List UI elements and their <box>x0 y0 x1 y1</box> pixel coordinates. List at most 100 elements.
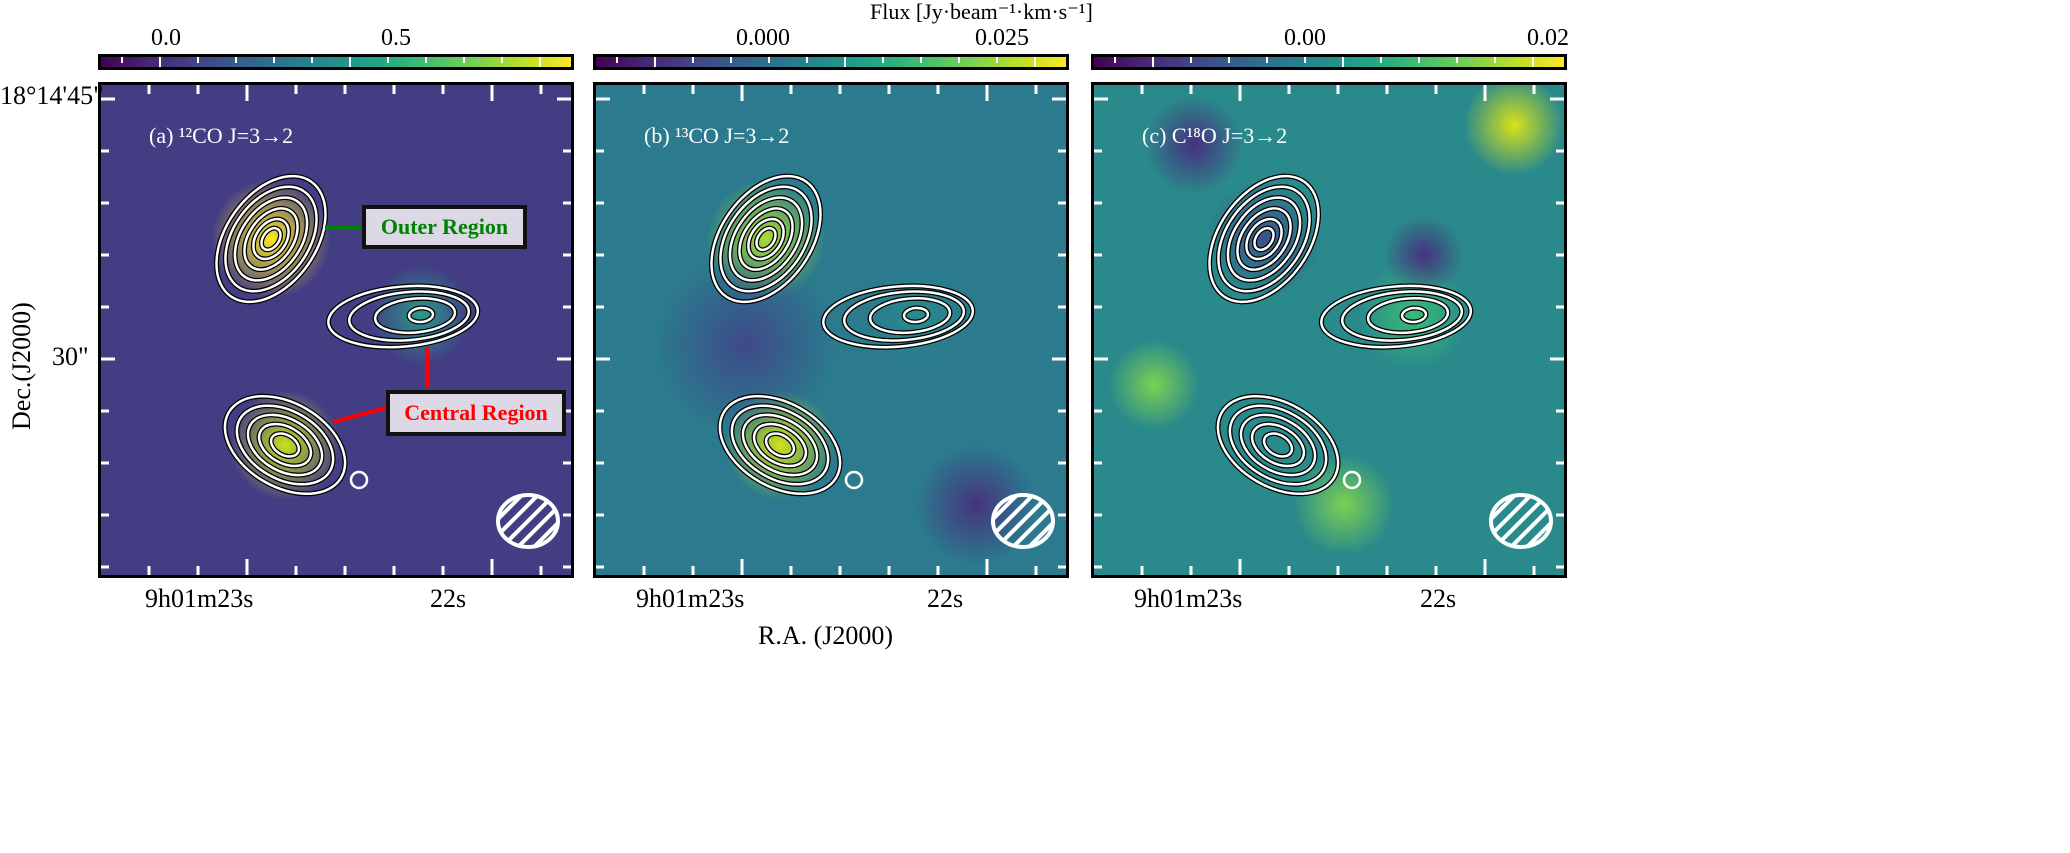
contour-line <box>1226 196 1302 282</box>
colorbar-tick <box>311 57 313 63</box>
colorbar-tick <box>692 57 694 63</box>
central-region-label: Central Region <box>386 390 566 436</box>
colorbar-tick <box>882 57 884 63</box>
contour-line <box>257 422 313 468</box>
contour-line <box>260 226 282 252</box>
contour-line <box>235 404 335 486</box>
x-tick-label: 22s <box>430 584 467 613</box>
colorbar-tick <box>1532 57 1534 67</box>
colorbar-tick <box>121 57 123 63</box>
colorbar-tick <box>349 57 351 67</box>
contour-line <box>747 217 785 261</box>
beam-hatch <box>1491 495 1551 547</box>
contour-line <box>1228 404 1328 486</box>
colorbar-tick <box>273 57 275 63</box>
colorbar-b-tick-label: 0.025 <box>975 25 1029 51</box>
contour-line <box>347 290 471 342</box>
colorbar-tick <box>730 57 732 63</box>
colorbar-tick <box>1380 57 1382 63</box>
contour-line <box>1250 422 1306 468</box>
contour-line <box>252 217 290 261</box>
outer-region-label: Outer Region <box>362 205 527 249</box>
colorbar-tick <box>539 57 541 67</box>
central-region-arrow-vertical <box>425 347 429 387</box>
contour-line <box>719 185 813 293</box>
x-axis-label: R.A. (J2000) <box>758 621 894 650</box>
contour-line <box>327 284 480 349</box>
x-tick-label: 9h01m23s <box>1134 584 1243 613</box>
colorbar-tick <box>387 57 389 63</box>
contour-line <box>243 207 299 271</box>
colorbar-tick <box>806 57 808 63</box>
contour-line <box>1366 296 1450 335</box>
panel-label: (b) ¹³CO J=3→2 <box>644 123 789 148</box>
colorbar-c-tick-label: 0.00 <box>1284 25 1326 51</box>
colorbar-tick <box>654 57 656 67</box>
contour-line <box>224 185 318 293</box>
x-tick-label: 9h01m23s <box>636 584 745 613</box>
contour-line <box>1320 284 1473 349</box>
beam-ellipse <box>991 493 1055 549</box>
contour-line <box>868 296 952 335</box>
contour-line <box>1245 217 1283 261</box>
colorbar-tick <box>958 57 960 63</box>
contour-line <box>1262 432 1294 458</box>
beam-hatch <box>498 495 558 547</box>
colorbar-tick <box>616 57 618 63</box>
colorbar-tick <box>1266 57 1268 63</box>
colorbar-tick <box>1304 57 1306 63</box>
emission-blob <box>1144 95 1244 195</box>
colorbar-tick <box>159 57 161 67</box>
colorbar-a-tick-label: 0.0 <box>151 25 181 51</box>
colorbar-tick <box>197 57 199 63</box>
contour-line <box>373 296 457 335</box>
panel-label: (a) ¹²CO J=3→2 <box>149 123 293 148</box>
y-tick-label: 30" <box>52 342 89 371</box>
emission-blob <box>1204 179 1324 299</box>
contour-line <box>822 284 975 349</box>
contour-line <box>407 306 435 324</box>
colorbar-tick <box>1494 57 1496 63</box>
colorbar-a-tick-label: 0.5 <box>381 25 411 51</box>
colorbar-tick <box>1342 57 1344 67</box>
contour-line <box>1216 394 1340 496</box>
contour-line <box>844 470 864 490</box>
contour-line <box>764 432 796 458</box>
contour-line <box>269 432 301 458</box>
outer-region-arrow <box>325 225 365 230</box>
contour-line <box>752 422 808 468</box>
contour-line <box>1342 470 1362 490</box>
colorbar-tick <box>425 57 427 63</box>
colorbar-tick <box>1456 57 1458 63</box>
colorbar-c-tick-label: 0.02 <box>1527 25 1569 51</box>
x-tick-label: 9h01m23s <box>145 584 254 613</box>
emission-blob <box>1294 455 1394 555</box>
contour-line <box>902 306 930 324</box>
contour-line <box>1217 185 1311 293</box>
contour-line <box>233 196 309 282</box>
colorbar-title: Flux [Jy·beam⁻¹·km·s⁻¹] <box>870 0 1093 24</box>
contour-line <box>738 207 794 271</box>
contour-line <box>349 470 369 490</box>
beam-ellipse <box>496 493 560 549</box>
contour-line <box>1340 290 1464 342</box>
panel-c: (c) C¹⁸O J=3→2 <box>1091 82 1567 578</box>
contour-line <box>1208 174 1320 304</box>
contour-line <box>1239 413 1317 477</box>
colorbar-a <box>98 54 574 70</box>
colorbar-tick <box>1418 57 1420 63</box>
beam-ellipse <box>1489 493 1553 549</box>
emission-blob <box>916 445 1036 565</box>
contour-line <box>741 413 819 477</box>
colorbar-tick <box>920 57 922 63</box>
contour-line <box>710 174 822 304</box>
x-tick-label: 22s <box>927 584 964 613</box>
contour-line <box>728 196 804 282</box>
colorbar-tick <box>1190 57 1192 63</box>
emission-blob <box>1109 340 1199 430</box>
panel-b: (b) ¹³CO J=3→2 <box>593 82 1069 578</box>
contour-line <box>223 394 347 496</box>
beam-hatch <box>993 495 1053 547</box>
colorbar-tick <box>1114 57 1116 63</box>
colorbar-b <box>593 54 1069 70</box>
